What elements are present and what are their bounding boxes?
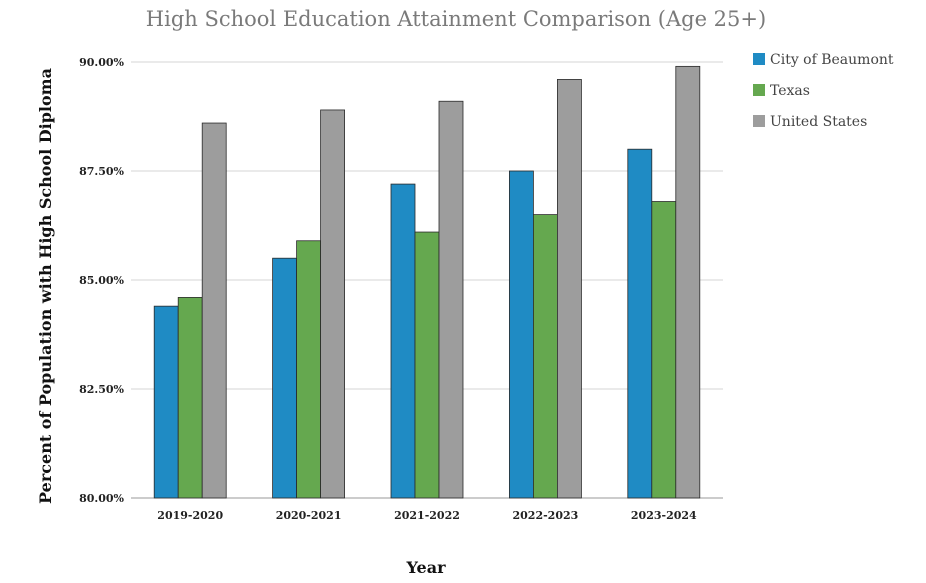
legend-swatch — [753, 115, 765, 127]
y-tick-label: 90.00% — [79, 56, 124, 69]
x-tick-label: 2021-2022 — [394, 509, 460, 522]
legend-swatch — [753, 84, 765, 96]
x-tick-label: 2023-2024 — [631, 509, 697, 522]
y-tick-label: 87.50% — [79, 165, 124, 178]
legend-swatch — [753, 53, 765, 65]
x-tick-label: 2020-2021 — [276, 509, 342, 522]
bar-united-states — [557, 79, 582, 499]
bar-city-of-beaumont — [508, 170, 534, 499]
x-axis-ticks: 2019-2020 2020-2021 2021-2022 2022-2023 2023… — [157, 509, 697, 522]
legend-label: Texas — [770, 83, 810, 99]
legend-item: Texas — [753, 83, 810, 99]
bar-texas — [414, 231, 440, 499]
bar-city-of-beaumont — [390, 183, 416, 499]
bar-city-of-beaumont — [153, 305, 179, 499]
bar-texas — [296, 240, 322, 499]
x-tick-label: 2019-2020 — [157, 509, 223, 522]
y-tick-label: 85.00% — [79, 274, 124, 287]
bar-city-of-beaumont — [272, 257, 298, 499]
bar-united-states — [675, 65, 701, 499]
bars — [153, 65, 701, 499]
y-tick-label: 82.50% — [79, 383, 124, 396]
y-axis-label: Percent of Population with High School D… — [36, 68, 55, 504]
bar-texas — [533, 214, 558, 499]
bar-city-of-beaumont — [627, 148, 653, 499]
legend-item: United States — [753, 114, 867, 130]
legend-label: City of Beaumont — [770, 52, 894, 68]
x-axis-label: Year — [405, 558, 446, 577]
y-tick-label: 80.00% — [79, 492, 124, 505]
legend-item: City of Beaumont — [753, 52, 894, 68]
legend: City of Beaumont Texas United States — [753, 52, 894, 130]
bar-texas — [651, 201, 677, 499]
bar-texas — [177, 297, 203, 499]
y-axis-ticks: 80.00% 82.50% 85.00% 87.50% 90.00% — [79, 56, 124, 505]
x-tick-label: 2022-2023 — [513, 509, 579, 522]
bar-united-states — [438, 100, 464, 499]
chart-title: High School Education Attainment Compari… — [146, 7, 766, 31]
bar-united-states — [201, 122, 227, 499]
bar-united-states — [320, 109, 346, 499]
legend-label: United States — [770, 114, 867, 130]
